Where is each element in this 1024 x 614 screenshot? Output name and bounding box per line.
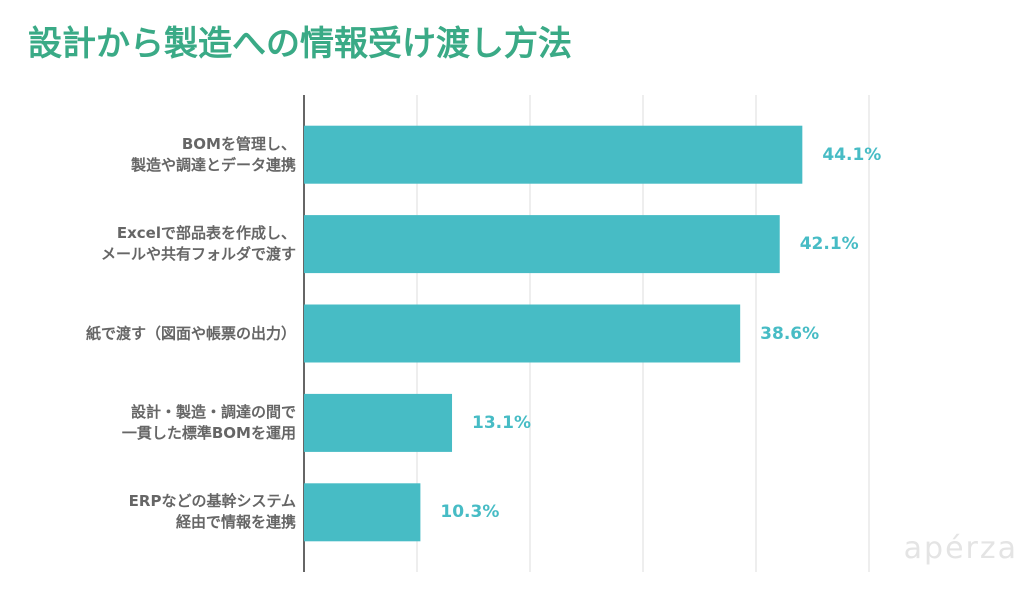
- value-label: 44.1%: [822, 144, 882, 165]
- y-tick-label: BOMを管理し、 製造や調達とデータ連携: [130, 134, 296, 174]
- y-tick-label: ERPなどの基幹システム 経由で情報を連携: [128, 492, 296, 532]
- y-tick-label: 紙で渡す（図面や帳票の出力）: [85, 324, 296, 342]
- bar: [304, 215, 780, 274]
- value-label: 38.6%: [760, 323, 820, 344]
- bar: [304, 304, 741, 363]
- bar: [304, 393, 453, 452]
- value-label: 42.1%: [799, 234, 859, 255]
- watermark: apérza: [903, 531, 1018, 566]
- y-tick-label: Excelで部品表を作成し、 メールや共有フォルダで渡す: [100, 224, 296, 264]
- chart-title: 設計から製造への情報受け渡し方法: [28, 24, 572, 64]
- value-label: 13.1%: [472, 412, 531, 433]
- value-label: 10.3%: [440, 502, 500, 523]
- bar: [304, 125, 803, 184]
- bar: [304, 483, 421, 542]
- y-tick-label: 設計・製造・調達の間で 一貫した標準BOMを運用: [121, 402, 296, 442]
